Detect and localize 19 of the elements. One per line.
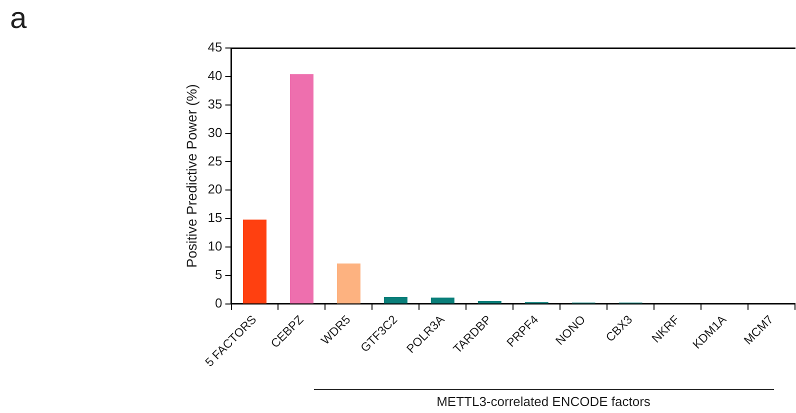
text: a [10, 2, 27, 36]
bar [430, 298, 454, 304]
y-tick-label: 20 [208, 182, 222, 197]
y-tick-label: 15 [208, 210, 222, 226]
bar [336, 263, 360, 304]
y-axis-title: Positive Predictive Power (%) [183, 84, 200, 268]
y-tick-label: 5 [215, 266, 222, 282]
bar [384, 297, 408, 304]
y-tick-label: 25 [208, 153, 222, 168]
text: METTL3-correlated ENCODE factors [436, 394, 650, 409]
y-tick-label: 0 [215, 295, 222, 310]
y-tick-label: 35 [208, 96, 222, 112]
bar [290, 74, 314, 304]
y-tick-label: 10 [208, 238, 222, 254]
y-tick-label: 40 [208, 68, 222, 84]
bar [478, 300, 502, 304]
bar [243, 220, 266, 304]
y-tick-label: 45 [208, 40, 222, 55]
y-tick-label: 30 [208, 124, 222, 140]
